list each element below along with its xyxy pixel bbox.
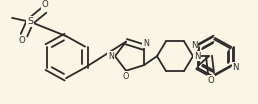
Text: N: N (194, 52, 200, 61)
Text: N: N (108, 52, 114, 61)
Text: O: O (19, 36, 25, 45)
Text: O: O (208, 76, 214, 85)
Text: N: N (191, 41, 198, 50)
Text: O: O (123, 72, 129, 81)
Text: N: N (232, 63, 239, 72)
Text: S: S (27, 17, 33, 26)
Text: O: O (42, 0, 49, 9)
Text: N: N (143, 39, 149, 48)
